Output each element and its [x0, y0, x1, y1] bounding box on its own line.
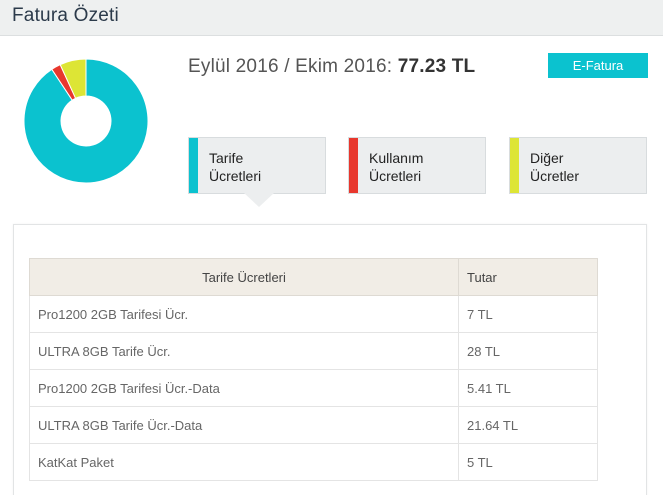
tab-tarife-label: Tarife Ücretleri — [209, 150, 262, 184]
tab-tarife-ucretleri[interactable]: Tarife Ücretleri — [188, 137, 326, 194]
fee-name: ULTRA 8GB Tarife Ücr.-Data — [29, 406, 459, 444]
active-tab-pointer — [244, 193, 274, 207]
table-row: KatKat Paket 5 TL — [29, 443, 598, 481]
page-header: Fatura Özeti — [0, 0, 663, 36]
tab-kullanim-ucretleri[interactable]: Kullanım Ücretleri — [348, 137, 486, 194]
tarife-color-bar — [189, 138, 198, 193]
column-header-amount: Tutar — [458, 258, 598, 296]
fees-table: Tarife Ücretleri Tutar Pro1200 2GB Tarif… — [29, 258, 598, 481]
kullanim-color-bar — [349, 138, 358, 193]
table-row: Pro1200 2GB Tarifesi Ücr. 7 TL — [29, 295, 598, 333]
billing-period: Eylül 2016 / Ekim 2016: 77.23 TL — [188, 56, 475, 78]
tab-diger-ucretler[interactable]: Diğer Ücretler — [509, 137, 647, 194]
bill-donut-chart — [23, 58, 149, 184]
fee-amount: 21.64 TL — [458, 406, 598, 444]
fee-amount: 28 TL — [458, 332, 598, 370]
fee-name: Pro1200 2GB Tarifesi Ücr.-Data — [29, 369, 459, 407]
table-header-row: Tarife Ücretleri Tutar — [29, 258, 598, 296]
bill-total-amount: 77.23 TL — [397, 56, 476, 77]
fee-name: ULTRA 8GB Tarife Ücr. — [29, 332, 459, 370]
donut-segment-diger — [59, 58, 87, 99]
billing-period-text: Eylül 2016 / Ekim 2016: — [188, 56, 393, 77]
column-header-fee: Tarife Ücretleri — [29, 258, 459, 296]
table-row: Pro1200 2GB Tarifesi Ücr.-Data 5.41 TL — [29, 369, 598, 407]
page-title: Fatura Özeti — [12, 5, 119, 26]
fee-amount: 7 TL — [458, 295, 598, 333]
fee-amount: 5 TL — [458, 443, 598, 481]
fee-name: Pro1200 2GB Tarifesi Ücr. — [29, 295, 459, 333]
tab-diger-label: Diğer Ücretler — [530, 150, 580, 184]
fee-amount: 5.41 TL — [458, 369, 598, 407]
donut-segment-tarife — [23, 58, 149, 184]
table-row: ULTRA 8GB Tarife Ücr. 28 TL — [29, 332, 598, 370]
tab-kullanim-label: Kullanım Ücretleri — [369, 150, 424, 184]
e-fatura-button[interactable]: E-Fatura — [548, 53, 648, 78]
diger-color-bar — [510, 138, 519, 193]
table-row: ULTRA 8GB Tarife Ücr.-Data 21.64 TL — [29, 406, 598, 444]
fee-name: KatKat Paket — [29, 443, 459, 481]
